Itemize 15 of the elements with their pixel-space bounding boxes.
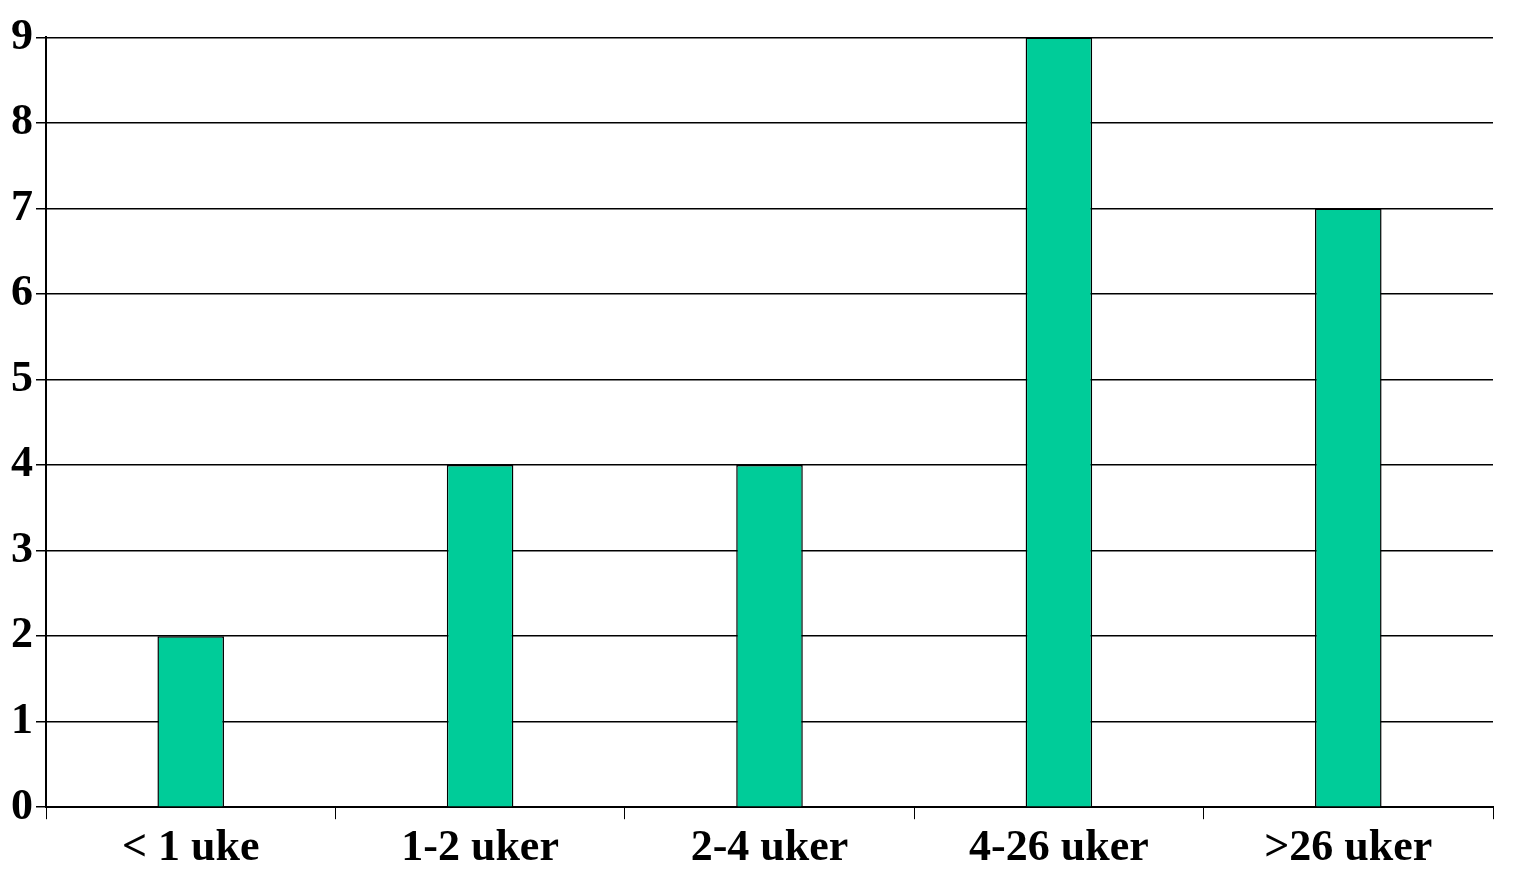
- y-tick-label: 6: [11, 266, 33, 316]
- x-tick-label: 4-26 uker: [969, 820, 1149, 870]
- y-tick-label: 0: [11, 779, 33, 829]
- y-tick-label: 9: [11, 9, 33, 59]
- y-tick-label: 4: [11, 437, 33, 487]
- y-tick-label: 5: [11, 351, 33, 401]
- y-tick-label: 3: [11, 522, 33, 572]
- y-tick-label: 8: [11, 95, 33, 145]
- x-tick-label: < 1 uke: [121, 820, 260, 870]
- x-tick-label: >26 uker: [1264, 820, 1433, 870]
- x-tick-label: 2-4 uker: [690, 820, 849, 870]
- y-tick-label: 7: [11, 180, 33, 230]
- x-tick-label: 1-2 uker: [401, 820, 559, 870]
- y-tick-label: 2: [11, 608, 33, 658]
- y-tick-label: 1: [11, 694, 33, 744]
